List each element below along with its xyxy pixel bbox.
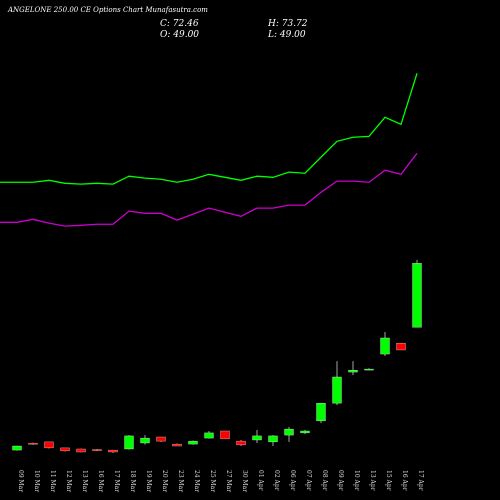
candle-body	[92, 449, 102, 451]
indicator-line	[0, 73, 418, 185]
x-tick-label: 13 Mar	[81, 470, 88, 492]
candle-body	[124, 435, 134, 450]
x-tick-label: 01 Apr	[257, 470, 264, 491]
candle-body	[380, 337, 390, 355]
x-tick-label: 25 Mar	[209, 470, 216, 492]
quote-open: O: 49.00	[160, 30, 199, 40]
x-tick-label: 17 Mar	[113, 470, 120, 492]
candle-body	[236, 440, 246, 446]
x-tick-label: 09 Apr	[337, 470, 344, 491]
x-tick-label: 16 Apr	[401, 470, 408, 491]
candle-body	[316, 403, 326, 422]
x-tick-label: 17 Apr	[417, 470, 424, 491]
x-tick-label: 15 Apr	[385, 470, 392, 491]
chart-title: ANGELONE 250.00 CE Options Chart Munafas…	[7, 6, 208, 14]
x-tick-label: 07 Apr	[305, 470, 312, 491]
candle-body	[172, 443, 182, 447]
x-tick-label: 23 Mar	[177, 470, 184, 492]
x-tick-label: 09 Mar	[17, 470, 24, 492]
candle-body	[140, 437, 150, 444]
x-tick-label: 27 Mar	[225, 470, 232, 492]
candle-body	[332, 376, 342, 404]
candle-body	[364, 368, 374, 371]
x-tick-label: 16 Mar	[97, 470, 104, 492]
x-tick-label: 19 Mar	[145, 470, 152, 492]
candle-body	[188, 440, 198, 445]
x-tick-label: 20 Mar	[161, 470, 168, 492]
quote-low: L: 49.00	[267, 30, 306, 40]
candle-body	[76, 448, 86, 453]
candle-body	[220, 430, 230, 440]
x-tick-label: 30 Mar	[241, 470, 248, 492]
candle-body	[44, 441, 54, 449]
x-tick-label: 12 Mar	[65, 470, 72, 492]
candle-body	[284, 428, 294, 436]
quote-close: C: 72.46	[160, 19, 199, 29]
candle-body	[348, 370, 358, 373]
x-tick-label: 08 Apr	[321, 470, 328, 491]
candle-body	[12, 445, 22, 451]
quote-high: H: 73.72	[267, 19, 308, 29]
candle-body	[268, 435, 278, 443]
candle-body	[60, 447, 70, 452]
x-tick-label: 24 Mar	[193, 470, 200, 492]
candle-body	[108, 449, 118, 453]
candle-body	[204, 432, 214, 439]
indicator-line	[0, 152, 418, 227]
x-tick-label: 06 Apr	[289, 470, 296, 491]
candle-body	[28, 443, 38, 445]
x-tick-label: 13 Apr	[369, 470, 376, 491]
candle-body	[396, 343, 406, 351]
x-tick-label: 02 Apr	[273, 470, 280, 491]
candle-body	[412, 263, 422, 328]
x-tick-label: 11 Mar	[49, 470, 56, 492]
candle-body	[156, 436, 166, 442]
x-tick-label: 10 Apr	[353, 470, 360, 491]
x-tick-label: 18 Mar	[129, 470, 136, 492]
candle-body	[300, 430, 310, 434]
x-tick-label: 10 Mar	[33, 470, 40, 492]
candle-body	[252, 435, 262, 441]
